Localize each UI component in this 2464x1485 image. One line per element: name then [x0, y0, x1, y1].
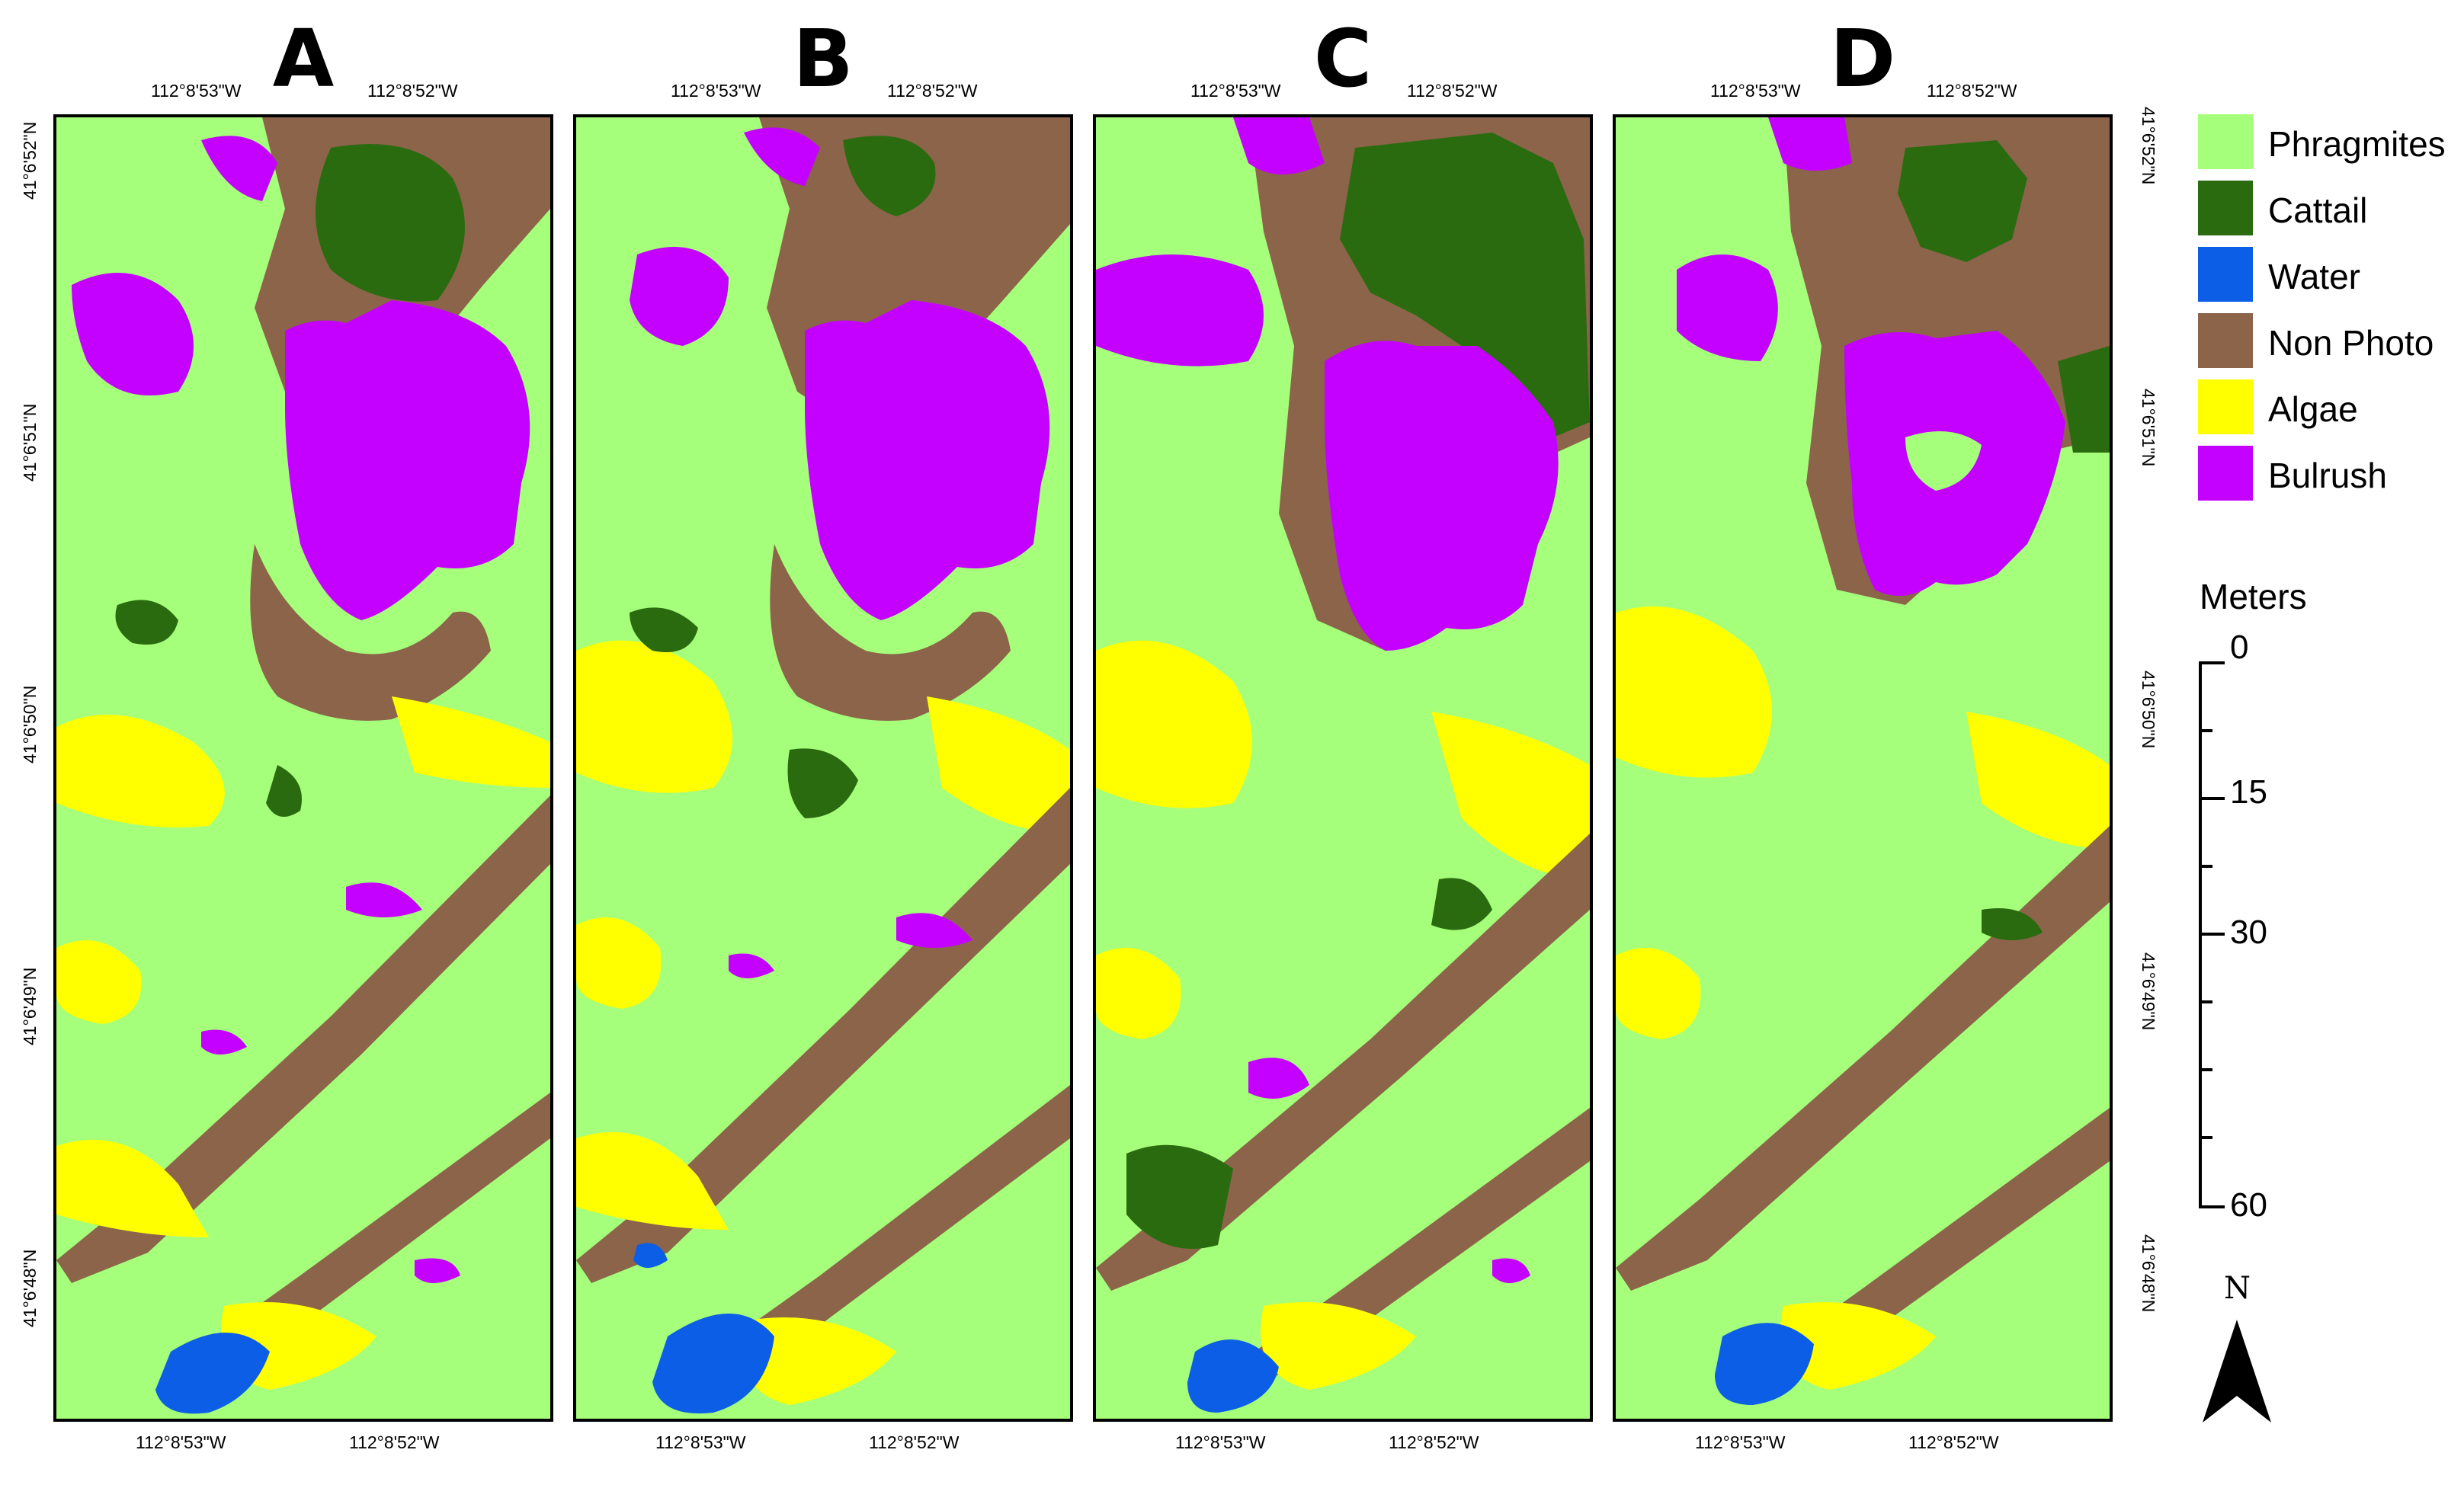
legend-label-cattail: Cattail — [2268, 190, 2368, 230]
lon-top-b-2: 112°8'52"W — [887, 81, 978, 101]
legend-item-phragmites: Phragmites — [2198, 114, 2464, 169]
legend-label-non-photo: Non Photo — [2268, 323, 2434, 363]
north-arrow-icon — [2203, 1320, 2271, 1423]
legend-label-bulrush: Bulrush — [2268, 456, 2387, 495]
lon-top-d-2: 112°8'52"W — [1927, 81, 2017, 101]
lon-bottom-c-2: 112°8'52"W — [1389, 1432, 1479, 1452]
scale-minor-tick — [2199, 865, 2212, 868]
lon-bottom-b-2: 112°8'52"W — [869, 1432, 960, 1452]
legend-label-water: Water — [2268, 257, 2360, 296]
legend-swatch-water — [2198, 247, 2253, 302]
legend-swatch-cattail — [2198, 181, 2253, 235]
map-panel-d — [1613, 114, 2113, 1422]
lon-bottom-c-1: 112°8'53"W — [1175, 1432, 1266, 1452]
panel-letter-d: D — [1829, 12, 1896, 105]
scale-label-60: 60 — [2230, 1186, 2267, 1224]
scale-minor-tick — [2199, 1000, 2212, 1003]
panel-letter-b: B — [793, 12, 854, 105]
lon-top-a-2: 112°8'52"W — [367, 81, 458, 101]
legend-item-bulrush: Bulrush — [2198, 446, 2464, 501]
lon-bottom-b-1: 112°8'53"W — [655, 1432, 746, 1452]
lat-right-5: 41°6'48"N — [2139, 1234, 2158, 1313]
lon-bottom-a-1: 112°8'53"W — [136, 1432, 226, 1452]
scale-minor-tick — [2199, 1068, 2212, 1071]
legend-item-water: Water — [2198, 247, 2464, 302]
lon-top-b-1: 112°8'53"W — [671, 81, 761, 101]
scale-bar — [2199, 663, 2202, 1208]
scale-label-0: 0 — [2230, 629, 2249, 666]
scale-title: Meters — [2200, 577, 2307, 616]
scale-tick-30 — [2199, 933, 2225, 936]
north-label: N — [2224, 1271, 2251, 1306]
lat-right-3: 41°6'50"N — [2139, 670, 2158, 749]
legend-label-phragmites: Phragmites — [2268, 124, 2446, 164]
legend-swatch-phragmites — [2198, 114, 2253, 169]
lat-left-5: 41°6'48"N — [20, 1249, 40, 1327]
lat-left-4: 41°6'49"N — [20, 967, 40, 1045]
legend-item-algae: Algae — [2198, 379, 2464, 434]
map-panel-c — [1093, 114, 1593, 1422]
panel-letter-a: A — [272, 12, 335, 105]
classification-map-a — [56, 117, 550, 1419]
lon-bottom-d-1: 112°8'53"W — [1695, 1432, 1786, 1452]
scale-label-15: 15 — [2230, 773, 2267, 811]
scale-minor-tick — [2199, 729, 2212, 732]
classification-map-c — [1096, 117, 1590, 1419]
scale-label-30: 30 — [2230, 914, 2267, 951]
lat-left-3: 41°6'50"N — [20, 685, 40, 763]
lat-left-1: 41°6'52"N — [20, 121, 40, 200]
classification-map-b — [576, 117, 1070, 1419]
lat-right-1: 41°6'52"N — [2139, 107, 2158, 185]
map-panel-a — [53, 114, 553, 1422]
lon-top-c-1: 112°8'53"W — [1190, 81, 1281, 101]
map-panel-b — [573, 114, 1073, 1422]
legend-swatch-non-photo — [2198, 313, 2253, 368]
classification-map-d — [1616, 117, 2110, 1419]
scale-tick-60 — [2199, 1205, 2225, 1208]
legend-swatch-algae — [2198, 379, 2253, 434]
scale-minor-tick — [2199, 1136, 2212, 1139]
legend-item-non-photo: Non Photo — [2198, 313, 2464, 368]
lon-top-d-1: 112°8'53"W — [1710, 81, 1801, 101]
legend-swatch-bulrush — [2198, 446, 2253, 501]
lon-bottom-d-2: 112°8'52"W — [1908, 1432, 1999, 1452]
scale-tick-15 — [2199, 797, 2225, 800]
panel-letter-c: C — [1313, 12, 1373, 105]
lat-right-4: 41°6'49"N — [2139, 952, 2158, 1031]
lat-left-2: 41°6'51"N — [20, 403, 40, 482]
lon-top-c-2: 112°8'52"W — [1407, 81, 1498, 101]
lon-top-a-1: 112°8'53"W — [151, 81, 242, 101]
legend-item-cattail: Cattail — [2198, 181, 2464, 235]
legend-label-algae: Algae — [2268, 389, 2358, 429]
scale-tick-0 — [2199, 661, 2225, 664]
lon-bottom-a-2: 112°8'52"W — [349, 1432, 440, 1452]
lat-right-2: 41°6'51"N — [2139, 389, 2158, 467]
